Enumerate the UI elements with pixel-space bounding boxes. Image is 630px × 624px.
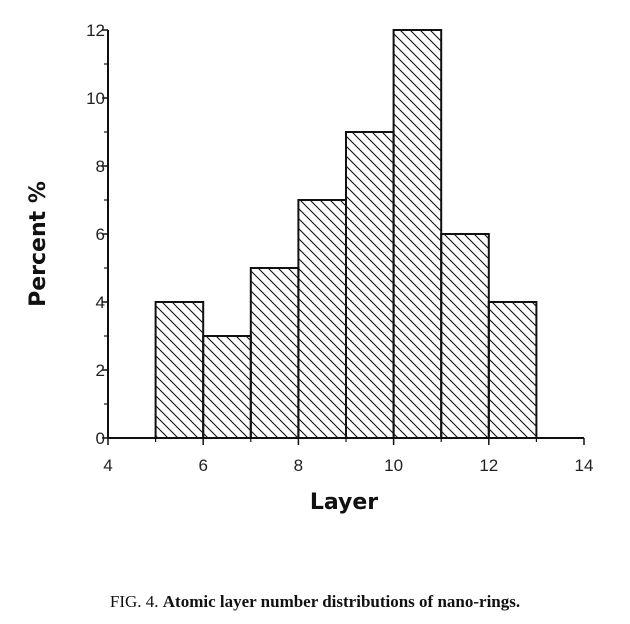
figure-caption: FIG. 4. Atomic layer number distribution…	[0, 592, 630, 612]
y-tick-label: 0	[96, 429, 105, 448]
x-axis-title: Layer	[310, 490, 378, 515]
x-tick-label: 8	[294, 456, 303, 475]
histogram-bar	[154, 301, 205, 439]
y-tick-label: 6	[96, 225, 105, 244]
y-tick-label: 10	[86, 89, 105, 108]
bars-layer	[154, 29, 538, 439]
caption-title: Atomic layer number distributions of nan…	[162, 592, 521, 611]
x-tick-label: 6	[198, 456, 207, 475]
histogram-bar	[487, 301, 538, 439]
histogram-bar	[202, 335, 252, 439]
y-tick-label: 4	[96, 293, 105, 312]
x-tick-label: 14	[575, 456, 594, 475]
y-tick-label: 8	[96, 157, 105, 176]
y-tick-label: 12	[86, 21, 105, 40]
histogram-bar	[440, 233, 490, 439]
y-axis-title: Percent %	[26, 181, 51, 307]
histogram-bar	[345, 131, 395, 439]
histogram-bar	[249, 267, 300, 439]
histogram-bar	[297, 199, 347, 439]
histogram-bar	[392, 29, 443, 439]
histogram-chart: 4 6 8 10 12 14 0 2 4 6 8 10 12 Layer Percent %	[26, 21, 593, 515]
x-tick-label: 12	[479, 456, 498, 475]
x-tick-label: 4	[103, 456, 112, 475]
labels-layer: 4 6 8 10 12 14 0 2 4 6 8 10 12 Layer Percent %	[26, 21, 593, 515]
x-tick-label: 10	[384, 456, 403, 475]
caption-prefix: FIG. 4.	[109, 592, 163, 611]
axes-layer	[102, 29, 585, 445]
y-tick-label: 2	[96, 361, 105, 380]
